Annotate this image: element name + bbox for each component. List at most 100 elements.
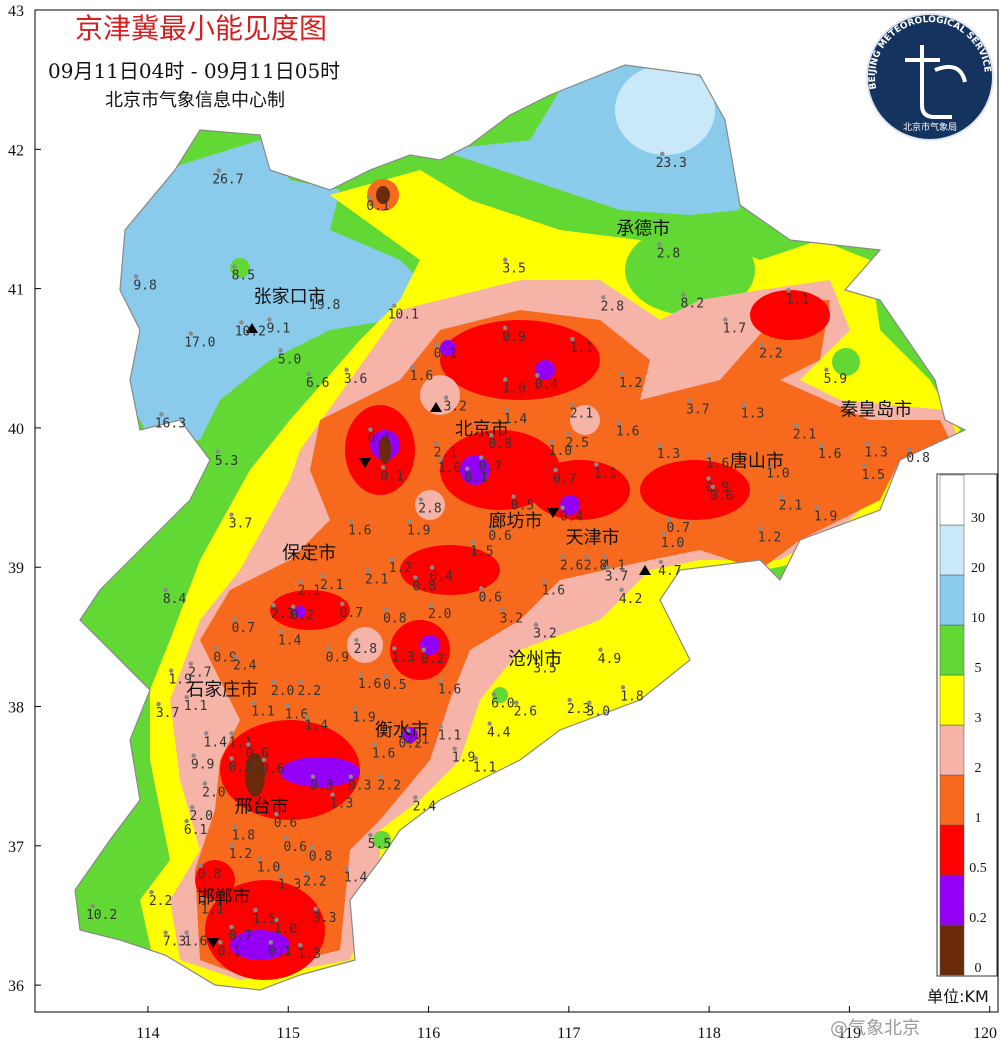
station-dot bbox=[766, 462, 772, 467]
logo-disc bbox=[866, 13, 994, 141]
x-tick-label: 115 bbox=[277, 1025, 300, 1042]
title: 京津冀最小能见度图 bbox=[75, 12, 327, 45]
city-name: 秦皇岛市 bbox=[840, 399, 912, 420]
station-value: 1.3 bbox=[864, 446, 887, 461]
station-dot bbox=[406, 728, 411, 733]
station-value: 6.6 bbox=[306, 376, 329, 391]
station-dot bbox=[793, 423, 798, 428]
station-value: 1.4 bbox=[305, 719, 329, 734]
fill-brown bbox=[245, 186, 391, 797]
station-value: 2.0 bbox=[202, 785, 225, 800]
station-dot bbox=[380, 465, 386, 470]
y-tick-label: 38 bbox=[8, 700, 24, 717]
station-value: 0.4 bbox=[429, 570, 453, 585]
station-dot bbox=[278, 873, 283, 878]
legend-swatch bbox=[939, 874, 965, 926]
station-dot bbox=[229, 924, 234, 930]
legend-swatch bbox=[939, 724, 965, 776]
station-value: 1.4 bbox=[278, 634, 302, 649]
station-value: 1.6 bbox=[706, 457, 729, 472]
station-dot bbox=[218, 940, 223, 945]
station-dot bbox=[479, 586, 484, 591]
station-value: 2.8 bbox=[657, 246, 680, 261]
station-value: 3.2 bbox=[500, 611, 523, 626]
station-value: 3.7 bbox=[605, 570, 628, 585]
region-border bbox=[74, 64, 967, 991]
station-dot bbox=[758, 526, 763, 531]
station-dot bbox=[232, 616, 237, 622]
y-tick-label: 41 bbox=[8, 282, 24, 299]
station-value: 2.0 bbox=[190, 809, 213, 824]
station-dot bbox=[340, 601, 345, 606]
station-value: 0.2 bbox=[421, 652, 444, 667]
station-dot bbox=[204, 731, 209, 736]
station-dot bbox=[542, 579, 547, 584]
legend: 0 0.2 0.5 1 2 3 5 10 20 30 bbox=[936, 473, 998, 977]
station-dot bbox=[906, 446, 912, 452]
station-value: 1.6 bbox=[372, 746, 395, 761]
station-value: 0.7 bbox=[553, 472, 576, 487]
station-value: 1.6 bbox=[438, 682, 461, 697]
station-value: 2.1 bbox=[406, 733, 429, 748]
station-value: 1.1 bbox=[786, 292, 809, 307]
station-value: 3.7 bbox=[156, 706, 179, 721]
station-value: 6.0 bbox=[491, 696, 514, 711]
station-value: 5.3 bbox=[215, 454, 238, 469]
station-value: 0.7 bbox=[232, 621, 255, 636]
legend-swatch bbox=[939, 824, 965, 876]
station-value: 1.0 bbox=[502, 382, 525, 397]
logo: BEIJING METEOROLOGICAL SERVICE 北京市气象局 bbox=[866, 13, 994, 141]
station-value: 1.1 bbox=[251, 705, 274, 720]
station-dot bbox=[443, 395, 449, 400]
city-name: 衡水市 bbox=[375, 720, 429, 741]
station-value: 0.9 bbox=[326, 650, 349, 665]
station-dot bbox=[246, 742, 251, 747]
station-value: 2.1 bbox=[320, 578, 343, 593]
station-value: 1.0 bbox=[257, 861, 280, 876]
station-value: 0.1 bbox=[464, 471, 487, 486]
station-dot bbox=[479, 455, 484, 460]
station-dot bbox=[392, 303, 397, 308]
station-value: 0.6 bbox=[261, 762, 284, 777]
fill-green bbox=[625, 225, 755, 315]
station-value: 1.7 bbox=[723, 322, 746, 337]
station-dot bbox=[594, 462, 599, 467]
station-dot bbox=[818, 442, 823, 448]
station-value: 2.8 bbox=[584, 558, 607, 573]
radar-markers bbox=[207, 323, 651, 948]
city-name: 石家庄市 bbox=[186, 679, 258, 700]
station-value: 0.8 bbox=[198, 868, 221, 883]
station-value: 1.1 bbox=[594, 466, 617, 481]
x-tick-label: 120 bbox=[973, 1025, 997, 1042]
station-dot bbox=[298, 679, 303, 684]
fill-green bbox=[230, 258, 860, 849]
station-dot bbox=[502, 325, 508, 331]
station-value: 0.7 bbox=[479, 460, 502, 475]
station-dot bbox=[354, 637, 359, 643]
station-dot bbox=[504, 407, 509, 413]
station-dot bbox=[681, 292, 686, 297]
legend-level: 2 bbox=[975, 761, 982, 776]
station-dot bbox=[660, 151, 665, 157]
station-dot bbox=[278, 629, 283, 634]
station-dot bbox=[686, 398, 692, 403]
station-value: 1.6 bbox=[184, 935, 207, 950]
station-value: 3.7 bbox=[686, 402, 709, 417]
station-value: 1.1 bbox=[570, 341, 593, 356]
station-value: 0.6 bbox=[710, 489, 733, 504]
station-value: 2.1 bbox=[570, 407, 593, 422]
station-value: 2.8 bbox=[354, 642, 377, 657]
station-value: 1.6 bbox=[410, 369, 433, 384]
station-dot bbox=[657, 442, 662, 448]
legend-unit: 单位:KM bbox=[927, 987, 989, 1006]
station-value: 3.0 bbox=[587, 705, 610, 720]
legend-swatch bbox=[939, 624, 965, 676]
station-dot bbox=[438, 456, 443, 462]
station-dot bbox=[201, 898, 206, 903]
station-dot bbox=[348, 774, 353, 779]
station-dot bbox=[330, 792, 335, 797]
station-dot bbox=[229, 842, 234, 847]
station-dot bbox=[313, 293, 318, 299]
